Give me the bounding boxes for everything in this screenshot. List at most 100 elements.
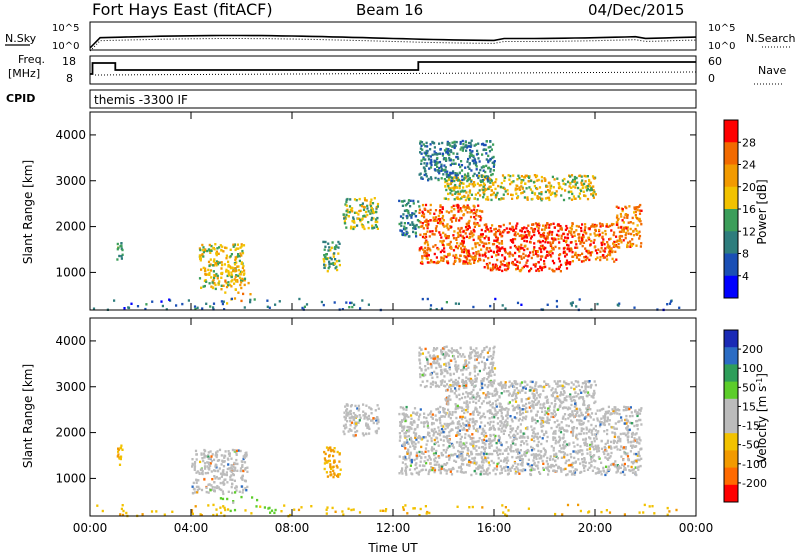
scatter-cell xyxy=(472,427,475,430)
scatter-cell xyxy=(490,412,493,415)
scatter-cell xyxy=(564,255,567,258)
scatter-cell xyxy=(439,421,442,425)
scatter-cell xyxy=(493,239,496,242)
scatter-cell xyxy=(480,248,483,251)
scatter-cell xyxy=(552,436,555,439)
scatter-cell xyxy=(573,470,576,473)
scatter-cell xyxy=(191,458,194,461)
scatter-cell xyxy=(511,193,514,197)
scatter-cell xyxy=(496,250,499,254)
scatter-cell xyxy=(549,253,552,257)
scatter-cell xyxy=(456,422,459,425)
scatter-cell xyxy=(481,446,484,449)
scatter-cell xyxy=(440,163,443,166)
scatter-cell xyxy=(255,505,258,508)
scatter-cell xyxy=(410,460,413,464)
scatter-cell xyxy=(606,417,609,421)
scatter-cell xyxy=(407,434,410,438)
scatter-cell xyxy=(457,210,460,213)
scatter-cell xyxy=(455,237,458,240)
scatter-cell xyxy=(551,175,554,179)
scatter-cell xyxy=(209,251,212,254)
scatter-cell xyxy=(466,206,469,210)
scatter-cell xyxy=(374,417,377,421)
scatter-cell xyxy=(524,468,527,472)
scatter-cell xyxy=(455,238,458,241)
scatter-cell xyxy=(220,267,223,270)
scatter-cell xyxy=(92,307,96,310)
scatter-cell xyxy=(583,228,586,231)
scatter-cell xyxy=(631,238,634,241)
scatter-cell xyxy=(417,226,420,229)
scatter-cell xyxy=(623,226,626,229)
scatter-cell xyxy=(219,472,223,475)
scatter-cell xyxy=(243,461,247,464)
scatter-cell xyxy=(416,456,419,459)
scatter-cell xyxy=(536,268,540,271)
scatter-cell xyxy=(355,422,358,425)
scatter-cell xyxy=(241,251,245,255)
scatter-cell xyxy=(516,267,519,270)
scatter-cell xyxy=(626,452,629,455)
scatter-cell xyxy=(370,412,373,415)
scatter-cell xyxy=(484,251,487,254)
scatter-cell xyxy=(606,429,609,432)
scatter-cell xyxy=(525,227,528,230)
scatter-cell xyxy=(418,454,421,457)
scatter-cell xyxy=(519,430,522,434)
scatter-cell xyxy=(412,199,415,203)
scatter-cell xyxy=(586,257,589,260)
scatter-cell xyxy=(590,444,593,448)
scatter-cell xyxy=(220,288,223,291)
scatter-cell xyxy=(223,482,226,486)
scatter-cell xyxy=(569,226,572,230)
scatter-cell xyxy=(585,407,588,410)
scatter-cell xyxy=(618,302,621,305)
scatter-cell xyxy=(474,423,477,426)
scatter-cell xyxy=(198,487,201,490)
scatter-cell xyxy=(241,491,244,494)
scatter-cell xyxy=(460,226,463,230)
scatter-cell xyxy=(623,216,626,219)
scatter-cell xyxy=(603,418,606,421)
scatter-cell xyxy=(474,217,477,221)
scatter-cell xyxy=(212,260,215,263)
scatter-cell xyxy=(404,432,407,435)
scatter-cell xyxy=(399,422,402,426)
scatter-cell xyxy=(605,471,608,475)
scatter-cell xyxy=(637,465,640,469)
scatter-cell xyxy=(419,151,422,154)
scatter-cell xyxy=(496,462,499,466)
scatter-cell xyxy=(598,425,602,428)
scatter-cell xyxy=(223,263,226,266)
scatter-cell xyxy=(212,308,215,311)
scatter-cell xyxy=(504,426,507,429)
scatter-cell xyxy=(629,221,632,224)
scatter-cell xyxy=(347,430,350,433)
scatter-cell xyxy=(475,251,478,254)
scatter-cell xyxy=(633,206,636,209)
scatter-cell xyxy=(470,209,473,212)
scatter-cell xyxy=(441,141,444,145)
scatter-cell xyxy=(116,455,119,458)
scatter-cell xyxy=(546,254,549,257)
scatter-cell xyxy=(580,419,583,423)
scatter-cell xyxy=(237,247,240,250)
scatter-cell xyxy=(574,253,577,257)
scatter-cell xyxy=(471,440,474,443)
scatter-cell xyxy=(217,252,220,255)
scatter-cell xyxy=(605,449,608,453)
scatter-cell xyxy=(460,210,463,213)
scatter-cell xyxy=(410,213,413,217)
scatter-cell xyxy=(602,254,605,257)
scatter-cell xyxy=(558,444,562,447)
scatter-cell xyxy=(225,471,228,474)
scatter-cell xyxy=(426,243,430,246)
scatter-cell xyxy=(630,465,633,469)
scatter-cell xyxy=(585,239,588,242)
scatter-cell xyxy=(523,196,526,199)
scatter-cell xyxy=(345,301,348,304)
scatter-cell xyxy=(227,263,230,267)
scatter-cell xyxy=(445,150,448,153)
scatter-cell xyxy=(608,456,611,459)
